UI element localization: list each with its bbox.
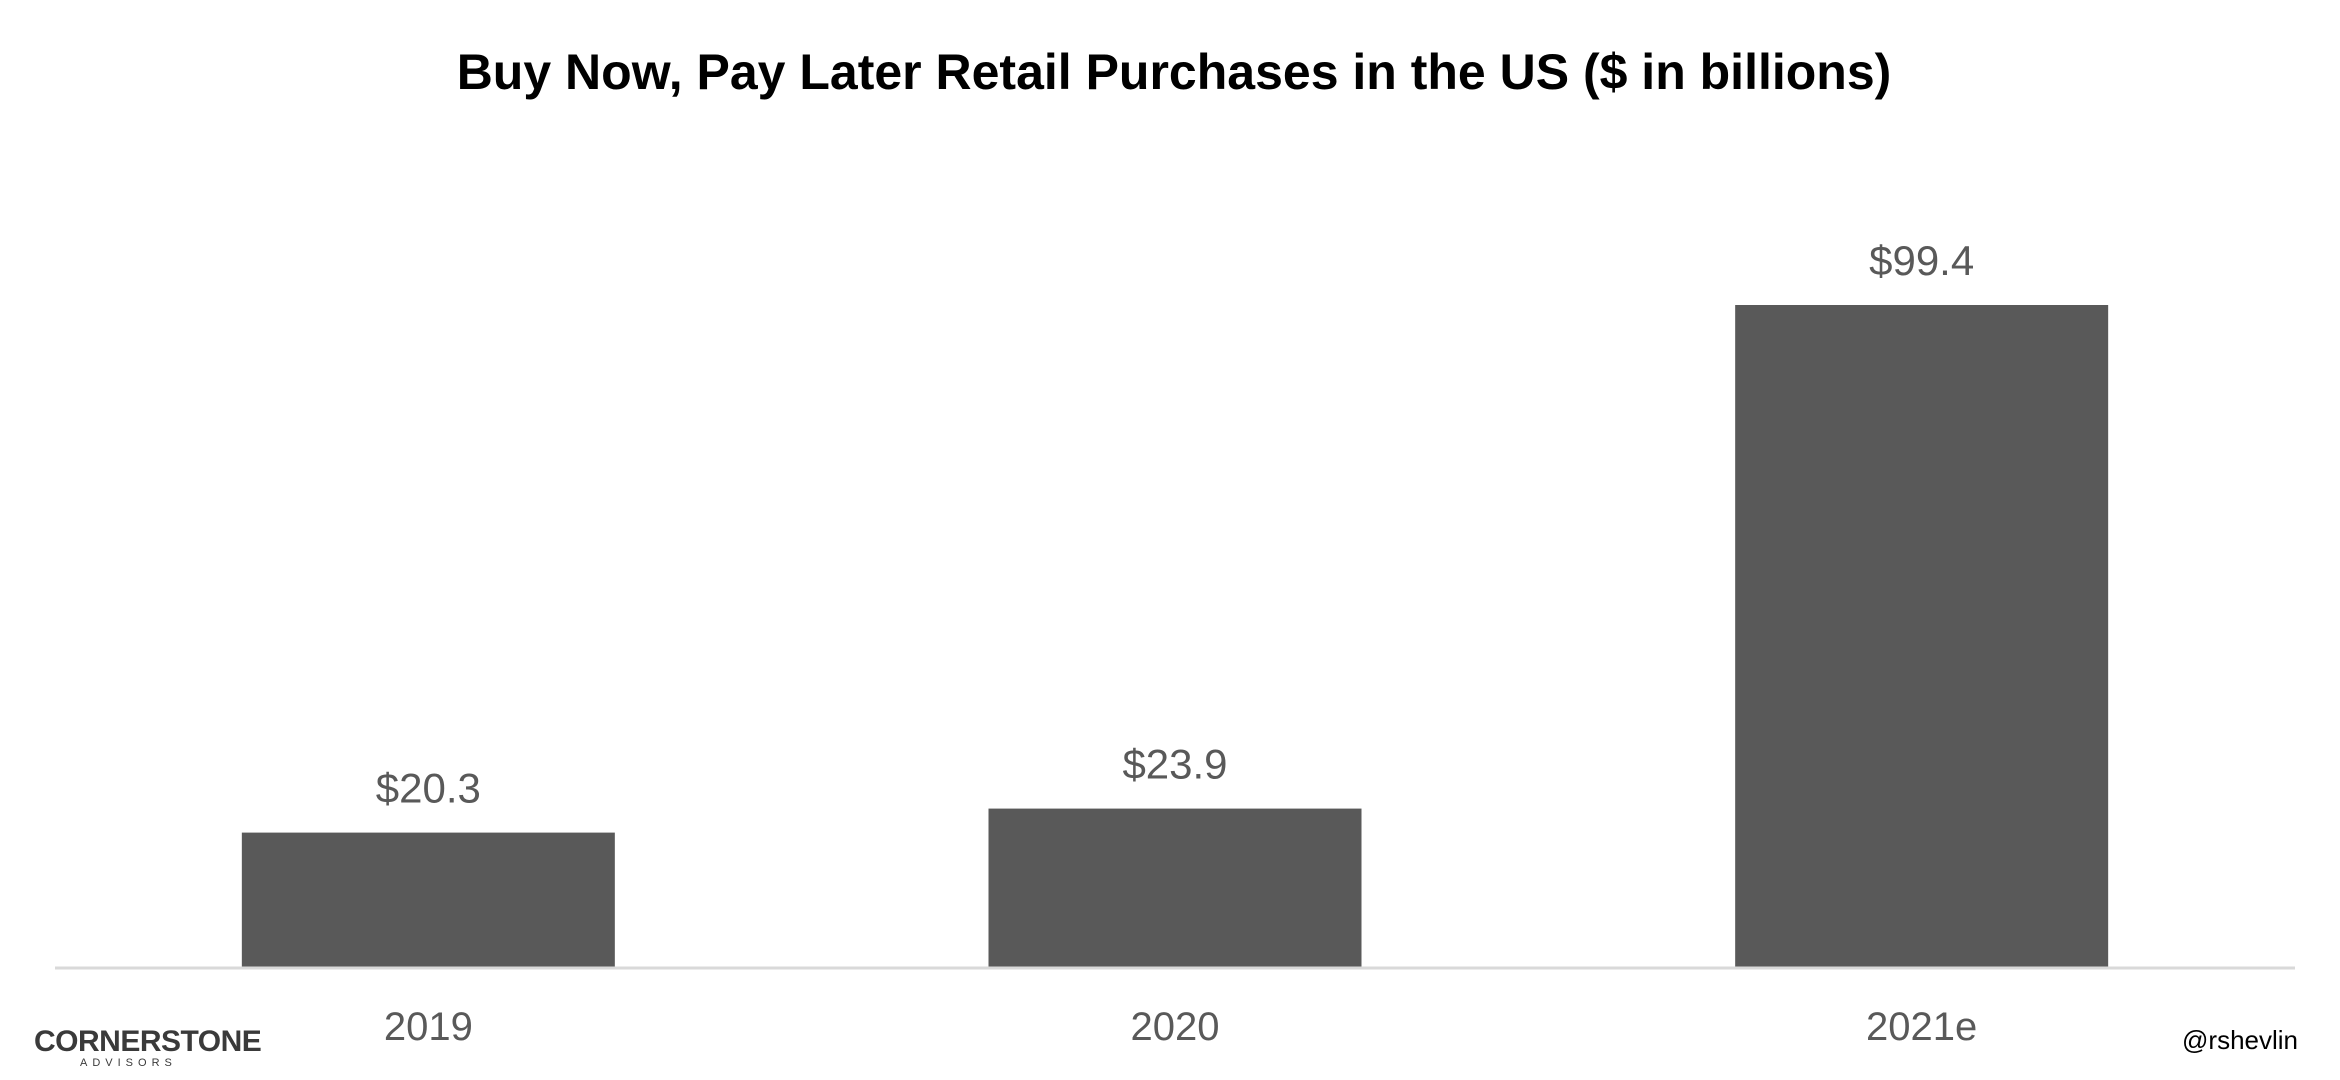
bar-2019 bbox=[241, 832, 615, 968]
data-labels-group: $20.3 $23.9 $99.4 bbox=[376, 237, 1974, 812]
logo-sub-text: ADVISORS bbox=[80, 1057, 177, 1069]
author-handle: @rshevlin bbox=[2182, 1025, 2298, 1055]
cornerstone-logo: CORNERSTONE ADVISORS bbox=[34, 1025, 262, 1069]
x-tick-labels-group: 2019 2020 2021e bbox=[384, 1005, 1977, 1049]
bars-group bbox=[241, 305, 2109, 968]
data-label-2020: $23.9 bbox=[1122, 741, 1227, 788]
bar-2020 bbox=[988, 808, 1362, 968]
chart-title: Buy Now, Pay Later Retail Purchases in t… bbox=[457, 44, 1892, 100]
bar-2021e bbox=[1735, 305, 2109, 968]
data-label-2021e: $99.4 bbox=[1869, 237, 1974, 284]
x-tick-label-2020: 2020 bbox=[1131, 1005, 1220, 1049]
x-tick-label-2021e: 2021e bbox=[1866, 1005, 1977, 1049]
logo-main-text: CORNERSTONE bbox=[34, 1025, 261, 1058]
data-label-2019: $20.3 bbox=[376, 765, 481, 812]
x-tick-label-2019: 2019 bbox=[384, 1005, 473, 1049]
